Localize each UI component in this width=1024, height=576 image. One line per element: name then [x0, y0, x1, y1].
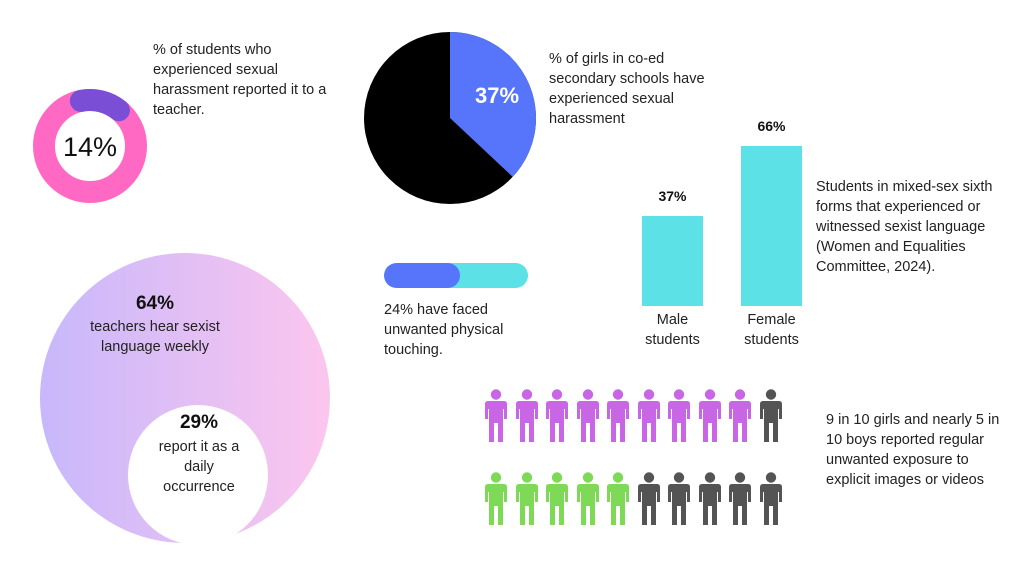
girl-highlighted-person-icon — [729, 389, 751, 442]
progress-caption: 24% have faced unwanted physical touchin… — [384, 302, 504, 358]
donut-caption: % of students who experienced sexual har… — [153, 42, 327, 118]
girl-highlighted-person-icon — [515, 389, 538, 442]
girl-highlighted-person-icon — [546, 389, 568, 442]
outer-circle-value: 64% — [135, 293, 175, 314]
girl-highlighted-person-icon — [698, 389, 721, 442]
boy-grey-person-icon — [637, 472, 660, 525]
girl-highlighted-person-icon — [607, 389, 629, 442]
bar-category-female: Female students — [744, 312, 799, 348]
bar-data-label-male: 37% — [658, 188, 687, 205]
inner-circle-value: 29% — [179, 412, 219, 433]
boy-grey-person-icon — [668, 472, 690, 525]
boy-grey-person-icon — [729, 472, 751, 525]
girl-highlighted-person-icon — [576, 389, 599, 442]
bar-data-label-female: 66% — [757, 118, 786, 134]
boy-highlighted-person-icon — [576, 472, 599, 525]
boy-grey-person-icon — [759, 472, 782, 525]
boy-highlighted-person-icon — [607, 472, 629, 525]
donut-value-label: 14% — [63, 132, 117, 162]
boy-grey-person-icon — [698, 472, 721, 525]
pie-chart: 37% — [364, 32, 536, 204]
pie-highlight-slice — [450, 32, 536, 177]
boy-highlighted-person-icon — [546, 472, 568, 525]
boy-highlighted-person-icon — [515, 472, 538, 525]
girl-grey-person-icon — [759, 389, 782, 442]
bar-female-students — [741, 146, 802, 306]
bar-chart: 37% Male students 66% Female students — [630, 118, 820, 352]
nested-circles — [40, 253, 330, 545]
people-row-boys — [483, 472, 793, 528]
bar-category-male: Male students — [645, 312, 700, 348]
bar-chart-caption: Students in mixed-sex sixth forms that e… — [816, 179, 993, 275]
progress-track — [384, 263, 528, 288]
boy-highlighted-person-icon — [485, 472, 507, 525]
girl-highlighted-person-icon — [485, 389, 507, 442]
girl-highlighted-person-icon — [637, 389, 660, 442]
pie-caption: % of girls in co-ed secondary schools ha… — [549, 51, 705, 127]
outer-circle-text: teachers hear sexist language weekly — [90, 319, 220, 355]
inner-circle-text: report it as a daily occurrence — [158, 439, 240, 495]
people-row-girls — [483, 389, 793, 445]
pie-value-label: 37% — [475, 83, 519, 108]
bar-male-students — [642, 216, 703, 306]
progress-fill — [384, 263, 461, 288]
inner-circle — [128, 405, 268, 545]
girl-highlighted-person-icon — [668, 389, 690, 442]
people-caption: 9 in 10 girls and nearly 5 in 10 boys re… — [826, 412, 1000, 488]
donut-chart: 14% — [33, 89, 147, 203]
donut-segment — [69, 89, 130, 122]
